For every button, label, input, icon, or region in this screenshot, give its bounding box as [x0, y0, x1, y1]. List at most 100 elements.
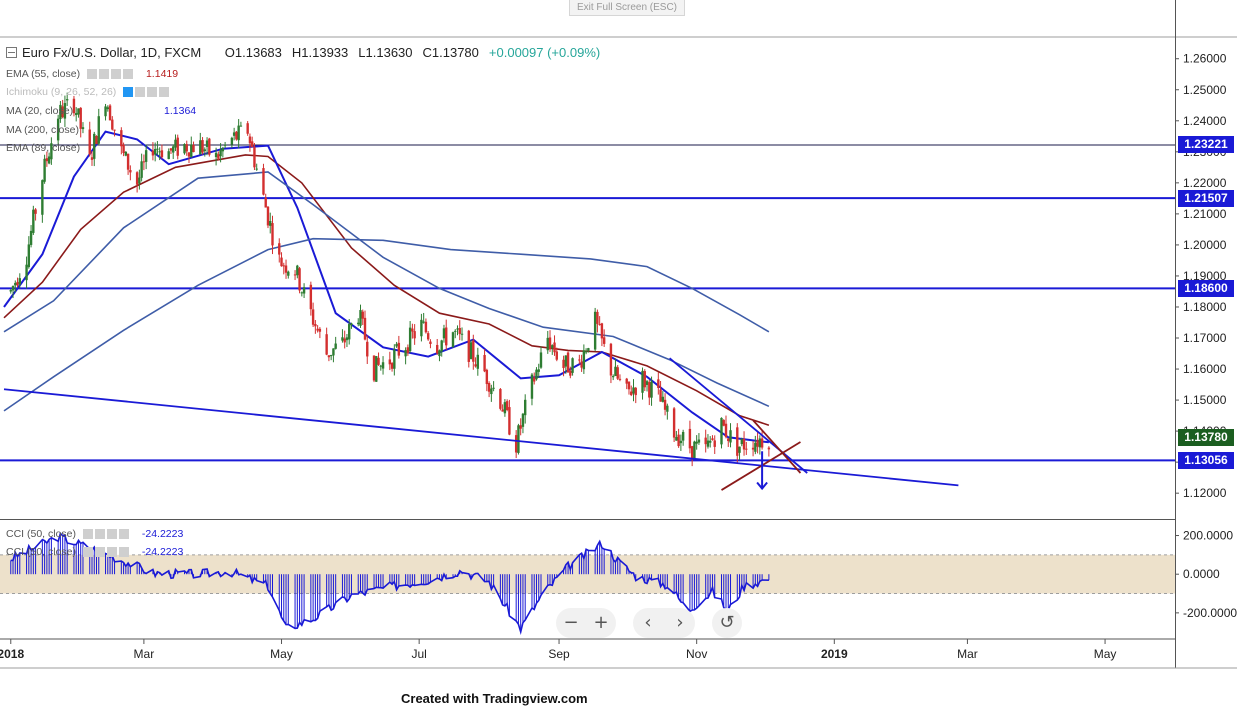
trendline: [3, 388, 959, 487]
close-value: C1.13780: [422, 45, 479, 60]
candle-body: [767, 447, 771, 450]
candle-body: [729, 430, 732, 443]
candle-body: [329, 355, 333, 357]
cci-tick-label: -200.0000: [1183, 606, 1237, 620]
price-tag: 1.23221: [1178, 136, 1234, 154]
indicator-controls[interactable]: [87, 69, 135, 82]
trendline: [721, 441, 801, 491]
candle-body: [144, 150, 148, 162]
cci-panel: [0, 531, 1175, 635]
candle-body: [32, 209, 35, 233]
indicator-ma200[interactable]: MA (200, close): [6, 124, 79, 136]
candle-body: [142, 161, 146, 163]
candle-body: [205, 140, 209, 147]
indicator-controls[interactable]: [82, 547, 131, 560]
indicator-controls[interactable]: [82, 529, 131, 542]
scroll-left-button[interactable]: ‹: [644, 612, 652, 633]
eye-icon[interactable]: [87, 69, 98, 79]
indicator-ma20[interactable]: MA (20, close) 1.1364: [6, 105, 196, 117]
candle-body: [361, 311, 364, 319]
close-icon[interactable]: [123, 69, 134, 79]
add-icon[interactable]: [111, 69, 122, 79]
trendline: [752, 419, 802, 474]
close-icon[interactable]: [118, 529, 129, 539]
zoom-in-button[interactable]: +: [593, 612, 609, 633]
candle-body: [192, 144, 195, 153]
zoom-out-button[interactable]: −: [563, 612, 579, 633]
candle-body: [106, 107, 109, 110]
scroll-right-button[interactable]: ›: [676, 612, 684, 633]
candle-body: [16, 281, 19, 286]
candle-body: [359, 310, 362, 326]
cci-legend-2[interactable]: CCI (50, close) -24.2223: [6, 546, 183, 560]
candle-body: [75, 113, 78, 116]
price-tick-label: 1.21000: [1183, 207, 1227, 221]
candle-body: [332, 348, 335, 356]
exit-fullscreen-button[interactable]: Exit Full Screen (ESC): [569, 0, 685, 16]
candle-body: [756, 440, 759, 447]
candle-body: [203, 149, 207, 152]
candle-body: [278, 243, 281, 255]
candle-body: [553, 342, 556, 353]
candle-body: [483, 354, 486, 372]
gear-icon[interactable]: [135, 87, 146, 97]
candle-body: [140, 161, 143, 178]
candle-body: [255, 168, 258, 170]
candle-body: [397, 342, 401, 356]
collapse-icon[interactable]: [6, 47, 17, 58]
indicator-label: EMA (55, close): [6, 68, 81, 80]
candle-body: [727, 438, 730, 442]
time-tick-label: May: [1094, 647, 1117, 661]
candle-body: [562, 359, 565, 369]
gear-icon[interactable]: [94, 529, 105, 539]
eye-icon[interactable]: [82, 529, 93, 539]
candle-body: [517, 425, 520, 453]
candle-body: [736, 427, 739, 456]
gear-icon[interactable]: [99, 69, 110, 79]
price-tick-label: 1.16000: [1183, 362, 1227, 376]
candle-body: [77, 108, 80, 115]
candle-body: [519, 425, 522, 429]
indicator-ema89[interactable]: EMA (89, close): [6, 142, 80, 154]
candle-body: [745, 448, 748, 450]
candle-body: [239, 125, 243, 127]
eye-icon[interactable]: [123, 87, 134, 97]
candle-body: [634, 387, 637, 396]
add-icon[interactable]: [147, 87, 158, 97]
candle-body: [593, 311, 597, 350]
indicator-ichimoku[interactable]: Ichimoku (9, 26, 52, 26): [6, 86, 171, 100]
add-icon[interactable]: [106, 547, 117, 557]
candle-body: [505, 401, 509, 410]
indicator-ema55[interactable]: EMA (55, close) 1.1419: [6, 68, 178, 82]
close-icon[interactable]: [159, 87, 170, 97]
indicator-controls[interactable]: [123, 87, 171, 100]
ohlc-values: O1.13683 H1.13933 L1.13630 C1.13780 +0.00097…: [225, 45, 610, 60]
add-icon[interactable]: [106, 529, 117, 539]
moving-averages: [3, 130, 770, 444]
gear-icon[interactable]: [94, 547, 105, 557]
indicator-label: Ichimoku (9, 26, 52, 26): [6, 86, 117, 98]
candle-body: [341, 337, 344, 341]
reset-chart-button[interactable]: ↺: [712, 608, 742, 638]
candlesticks: [9, 92, 771, 467]
candle-body: [59, 104, 62, 120]
candle-body: [388, 359, 392, 365]
candle-body: [250, 141, 254, 147]
candle-body: [474, 364, 477, 367]
cci-value: -24.2223: [141, 546, 184, 558]
candle-body: [296, 265, 299, 276]
candle-body: [395, 343, 398, 347]
candle-body: [248, 136, 252, 144]
ma-line: [3, 237, 770, 412]
price-tick-label: 1.22000: [1183, 176, 1227, 190]
time-tick-label: Sep: [548, 647, 570, 661]
candle-body: [201, 140, 204, 153]
candle-body: [681, 431, 685, 441]
eye-icon[interactable]: [82, 547, 93, 557]
candle-body: [740, 438, 743, 445]
candle-body: [580, 361, 583, 368]
price-tick-label: 1.25000: [1183, 83, 1227, 97]
close-icon[interactable]: [118, 547, 129, 557]
cci-legend-1[interactable]: CCI (50, close) -24.2223: [6, 528, 183, 542]
